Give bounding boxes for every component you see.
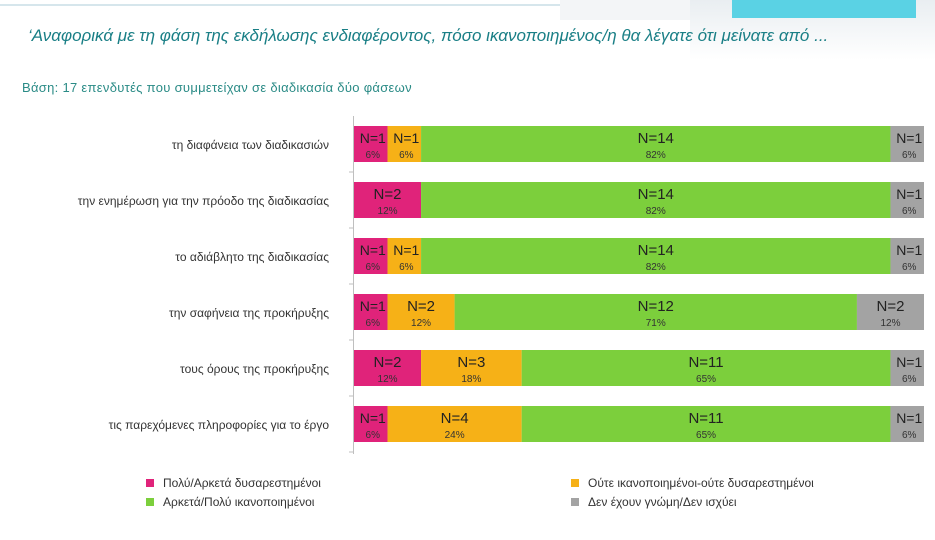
chart-base-note: Βάση: 17 επενδυτές που συμμετείχαν σε δι… (22, 80, 412, 95)
bar-segment (890, 406, 924, 442)
bar-segment (421, 126, 891, 162)
percent-label: 71% (646, 318, 666, 329)
count-label: N=14 (638, 242, 674, 259)
legend-label: Ούτε ικανοποιημένοι-ούτε δυσαρεστημένοι (588, 476, 814, 490)
bar-segment (354, 406, 388, 442)
header-decoration-cyan (732, 0, 916, 18)
header-line (0, 4, 560, 6)
bar-segment (521, 406, 891, 442)
percent-label: 18% (461, 374, 481, 385)
legend-label: Αρκετά/Πολύ ικανοποιημένοι (163, 495, 315, 509)
count-label: N=3 (457, 354, 485, 371)
legend-swatch (146, 479, 154, 487)
percent-label: 6% (902, 150, 917, 161)
bar-segment (890, 182, 924, 218)
bar-segment (387, 126, 422, 162)
legend-label: Πολύ/Αρκετά δυσαρεστημένοι (163, 476, 321, 490)
percent-label: 6% (902, 430, 917, 441)
count-label: N=14 (638, 130, 674, 147)
count-label: N=1 (896, 242, 922, 258)
count-label: N=2 (407, 298, 435, 315)
category-label: τους όρους της προκήρυξης (180, 362, 329, 376)
bar-segment (387, 294, 455, 330)
bar-segment (521, 350, 891, 386)
category-label: το αδιάβλητο της διαδικασίας (175, 250, 329, 264)
percent-label: 6% (399, 262, 414, 273)
percent-label: 82% (646, 150, 666, 161)
percent-label: 82% (646, 206, 666, 217)
category-label: τη διαφάνεια των διαδικασιών (172, 138, 329, 152)
percent-label: 6% (366, 318, 381, 329)
legend-item-satisfied: Αρκετά/Πολύ ικανοποιημένοι (146, 495, 314, 509)
count-label: N=1 (360, 298, 386, 314)
bar-segment (890, 126, 924, 162)
count-label: N=14 (638, 186, 674, 203)
count-label: N=1 (896, 410, 922, 426)
percent-label: 6% (366, 430, 381, 441)
bar-segment (856, 294, 924, 330)
percent-label: 12% (378, 374, 398, 385)
count-label: N=11 (688, 354, 723, 371)
category-label: την ενημέρωση για την πρόοδο της διαδικα… (78, 194, 329, 208)
count-label: N=1 (360, 242, 386, 258)
percent-label: 65% (696, 430, 716, 441)
count-label: N=1 (393, 130, 419, 146)
legend-item-no-opinion: Δεν έχουν γνώμη/Δεν ισχύει (571, 495, 737, 509)
legend-label: Δεν έχουν γνώμη/Δεν ισχύει (588, 495, 737, 509)
percent-label: 6% (366, 150, 381, 161)
bar-segment (354, 294, 388, 330)
bar-segment (890, 238, 924, 274)
bar-segment (421, 350, 522, 386)
bar-segment (890, 350, 924, 386)
percent-label: 6% (902, 206, 917, 217)
bar-segment (454, 294, 857, 330)
count-label: N=12 (638, 298, 674, 315)
bar-segment (354, 238, 388, 274)
header-decoration-light (560, 0, 720, 20)
percent-label: 6% (399, 150, 414, 161)
stacked-bar-chart: τη διαφάνεια των διαδικασιών N=1 6% N=1 6% N=… (78, 116, 924, 454)
category-label: την σαφήνεια της προκήρυξης (169, 306, 329, 320)
bar-segment (421, 182, 891, 218)
bar-segment (387, 238, 422, 274)
legend-item-dissatisfied: Πολύ/Αρκετά δυσαρεστημένοι (146, 476, 321, 490)
bar-segment (387, 406, 522, 442)
chart-title: ‘Αναφορικά με τη φάση της εκδήλωσης ενδι… (28, 26, 829, 45)
count-label: N=1 (393, 242, 419, 258)
legend-swatch (571, 479, 579, 487)
count-label: N=2 (374, 186, 402, 203)
legend-swatch (146, 498, 154, 506)
count-label: N=1 (896, 186, 922, 202)
count-label: N=1 (360, 130, 386, 146)
bar-segment (354, 182, 422, 218)
percent-label: 12% (411, 318, 431, 329)
percent-label: 12% (378, 206, 398, 217)
bar-segment (354, 350, 422, 386)
count-label: N=11 (688, 410, 723, 427)
percent-label: 6% (902, 374, 917, 385)
count-label: N=2 (877, 298, 905, 315)
percent-label: 24% (445, 430, 465, 441)
count-label: N=1 (360, 410, 386, 426)
count-label: N=1 (896, 130, 922, 146)
bar-segment (354, 126, 388, 162)
count-label: N=1 (896, 354, 922, 370)
percent-label: 65% (696, 374, 716, 385)
percent-label: 82% (646, 262, 666, 273)
count-label: N=4 (441, 410, 469, 427)
bar-segment (421, 238, 891, 274)
percent-label: 12% (880, 318, 900, 329)
count-label: N=2 (374, 354, 402, 371)
percent-label: 6% (366, 262, 381, 273)
legend-item-neutral: Ούτε ικανοποιημένοι-ούτε δυσαρεστημένοι (571, 476, 814, 490)
legend-swatch (571, 498, 579, 506)
percent-label: 6% (902, 262, 917, 273)
category-label: τις παρεχόμενες πληροφορίες για το έργο (109, 418, 330, 432)
